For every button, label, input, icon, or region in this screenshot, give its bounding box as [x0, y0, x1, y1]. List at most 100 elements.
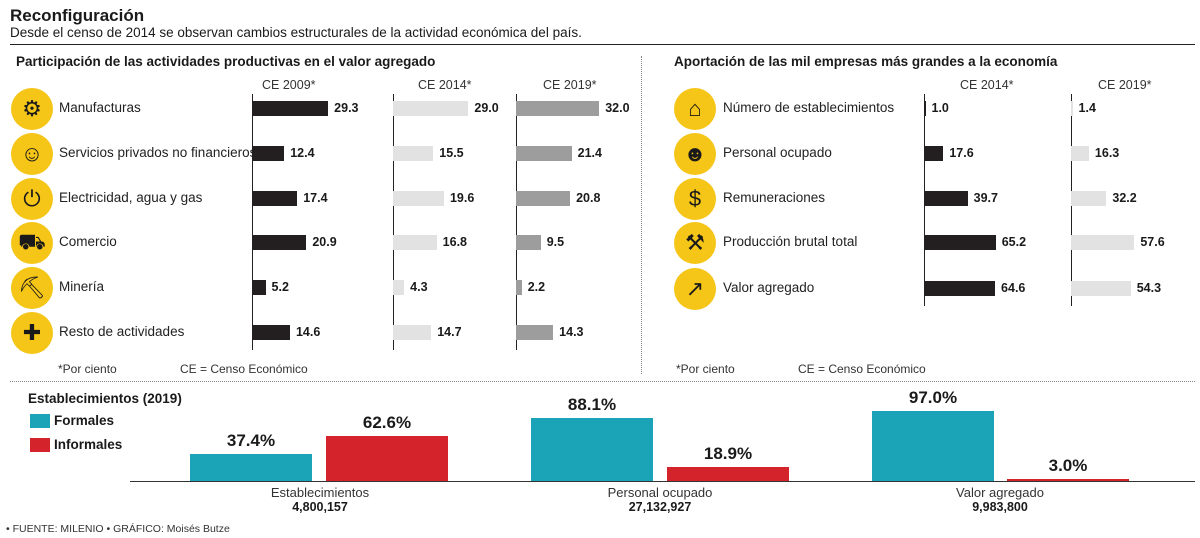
bar-ce-2014-valor-agregado [924, 281, 996, 296]
header-rule [10, 44, 1195, 45]
bar-ce-2009-comercio [252, 235, 307, 250]
bar-formales-personal-ocupado [531, 417, 653, 481]
bar-label-ce-2019-comercio: 9.5 [546, 235, 565, 249]
bar-label-ce-2019-mineria: 2.2 [527, 280, 546, 294]
bar-label-ce-2019-electricidad-agua-y-gas: 20.8 [576, 191, 601, 205]
page-subtitle: Desde el censo de 2014 se observan cambi… [10, 25, 582, 40]
bar-label-ce-2014-numero-de-establecimientos: 1.0 [931, 101, 949, 115]
axis-line-ce-2014 [393, 94, 394, 350]
bar-label-ce-2014-produccion-brutal-total: 65.2 [1001, 235, 1027, 249]
bar-label-ce-2019-servicios-privados-no-financieros: 21.4 [577, 146, 602, 160]
plus-icon: ✚ [11, 312, 53, 354]
left-note-percent: *Por ciento [58, 362, 117, 376]
plug-icon: ⏻ [11, 178, 53, 220]
row-label-numero-de-establecimientos: Número de establecimientos [723, 100, 895, 115]
bar-formales-establecimientos [190, 454, 312, 481]
bar-ce-2014-produccion-brutal-total [924, 235, 996, 250]
legend-swatch-formales [30, 414, 50, 428]
bar-ce-2019-valor-agregado [1071, 281, 1131, 296]
bar-ce-2019-produccion-brutal-total [1071, 235, 1135, 250]
bar-label-informales-establecimientos: 62.6% [362, 412, 412, 432]
bar-ce-2019-numero-de-establecimientos [1071, 101, 1073, 116]
factory-workers-icon: ⚒ [674, 222, 716, 264]
bar-label-formales-valor-agregado: 97.0% [908, 388, 958, 408]
row-label-produccion-brutal-total: Producción brutal total [723, 234, 858, 249]
bar-informales-establecimientos [326, 435, 448, 481]
bar-ce-2019-comercio [516, 235, 541, 250]
legend-label-informales: Informales [54, 437, 123, 452]
row-label-comercio: Comercio [59, 234, 117, 249]
bar-informales-personal-ocupado [667, 467, 789, 481]
row-label-personal-ocupado: Personal ocupado [723, 145, 832, 160]
people-group-icon: ☻ [674, 133, 716, 175]
bar-label-ce-2014-manufacturas: 29.0 [474, 101, 499, 115]
row-label-resto-de-actividades: Resto de actividades [59, 324, 185, 339]
bar-label-informales-valor-agregado: 3.0% [1048, 455, 1088, 475]
bar-label-formales-personal-ocupado: 88.1% [567, 394, 617, 414]
bar-label-ce-2014-comercio: 16.8 [442, 235, 468, 249]
bottom-separator [10, 381, 1195, 382]
column-header-ce-2014: CE 2014* [418, 78, 472, 92]
left-panel-title: Participación de las actividades product… [16, 54, 436, 69]
bar-ce-2014-electricidad-agua-y-gas [393, 191, 444, 206]
top-companies-chart: CE 2014* CE 2019* ⌂ Número de establecimien… [674, 78, 1165, 310]
right-note-percent: *Por ciento [676, 362, 735, 376]
gears-icon: ⚙ [11, 88, 53, 130]
axis-line-ce-2009 [252, 94, 253, 350]
row-label-mineria: Minería [59, 279, 105, 294]
bar-ce-2014-numero-de-establecimientos [924, 101, 926, 116]
category-label-personal-ocupado: Personal ocupado [607, 485, 713, 500]
bar-label-ce-2014-servicios-privados-no-financieros: 15.5 [439, 146, 464, 160]
category-total-valor-agregado: 9,983,800 [972, 500, 1028, 514]
bar-label-ce-2014-electricidad-agua-y-gas: 19.6 [449, 191, 475, 205]
bar-ce-2009-manufacturas [252, 101, 329, 116]
bar-label-ce-2009-mineria: 5.2 [271, 280, 289, 294]
row-label-servicios-privados-no-financieros: Servicios privados no financieros [59, 145, 257, 160]
bar-label-formales-establecimientos: 37.4% [226, 431, 276, 451]
bar-label-ce-2009-manufacturas: 29.3 [334, 101, 359, 115]
bar-label-informales-personal-ocupado: 18.9% [703, 444, 753, 464]
store-icon: ⌂ [674, 88, 716, 130]
baseline-valor-agregado [840, 481, 1195, 482]
column-header-right-ce-2014: CE 2014* [960, 78, 1014, 92]
shopping-cart-icon: ⛟ [11, 222, 53, 264]
bar-label-ce-2014-personal-ocupado: 17.6 [949, 146, 974, 160]
bar-ce-2014-remuneraciones [924, 191, 968, 206]
bar-ce-2009-electricidad-agua-y-gas [252, 191, 298, 206]
right-note-ce: CE = Censo Económico [798, 362, 926, 376]
bar-label-ce-2014-valor-agregado: 64.6 [1001, 281, 1026, 295]
panel-separator [641, 56, 642, 374]
column-header-ce-2009: CE 2009* [262, 78, 316, 92]
bar-label-ce-2019-personal-ocupado: 16.3 [1094, 146, 1120, 160]
bar-label-ce-2009-servicios-privados-no-financieros: 12.4 [290, 146, 315, 160]
bar-ce-2019-personal-ocupado [1071, 146, 1089, 161]
baseline-personal-ocupado [500, 481, 840, 482]
bar-label-ce-2019-produccion-brutal-total: 57.6 [1140, 235, 1165, 249]
bar-label-ce-2009-electricidad-agua-y-gas: 17.4 [303, 191, 328, 205]
row-label-valor-agregado: Valor agregado [723, 280, 815, 295]
bar-ce-2019-electricidad-agua-y-gas [516, 191, 571, 206]
bar-ce-2009-servicios-privados-no-financieros [252, 146, 285, 161]
bar-ce-2019-remuneraciones [1071, 191, 1107, 206]
bar-ce-2014-personal-ocupado [924, 146, 944, 161]
row-label-manufacturas: Manufacturas [59, 100, 141, 115]
category-label-valor-agregado: Valor agregado [956, 485, 1044, 500]
legend-label-formales: Formales [54, 413, 115, 428]
growth-coin-icon: ↗ [674, 268, 716, 310]
bar-label-ce-2014-mineria: 4.3 [410, 280, 428, 294]
bar-ce-2019-manufacturas [516, 101, 600, 116]
column-header-right-ce-2019: CE 2019* [1098, 78, 1152, 92]
bar-label-ce-2019-resto-de-actividades: 14.3 [559, 325, 584, 339]
bar-informales-valor-agregado [1007, 478, 1129, 481]
mine-cart-icon: ⛏ [11, 267, 53, 309]
bar-ce-2009-mineria [252, 280, 266, 295]
row-label-remuneraciones: Remuneraciones [723, 190, 826, 205]
category-total-establecimientos: 4,800,157 [292, 500, 348, 514]
activities-chart: CE 2009* CE 2014* CE 2019* ⚙ Manufacturas 29.… [0, 0, 640, 380]
bar-ce-2019-resto-de-actividades [516, 325, 554, 340]
bar-ce-2019-servicios-privados-no-financieros [516, 146, 572, 161]
bar-label-ce-2009-comercio: 20.9 [312, 235, 337, 249]
bar-label-ce-2014-resto-de-actividades: 14.7 [437, 325, 462, 339]
bar-label-ce-2014-remuneraciones: 39.7 [973, 191, 998, 205]
